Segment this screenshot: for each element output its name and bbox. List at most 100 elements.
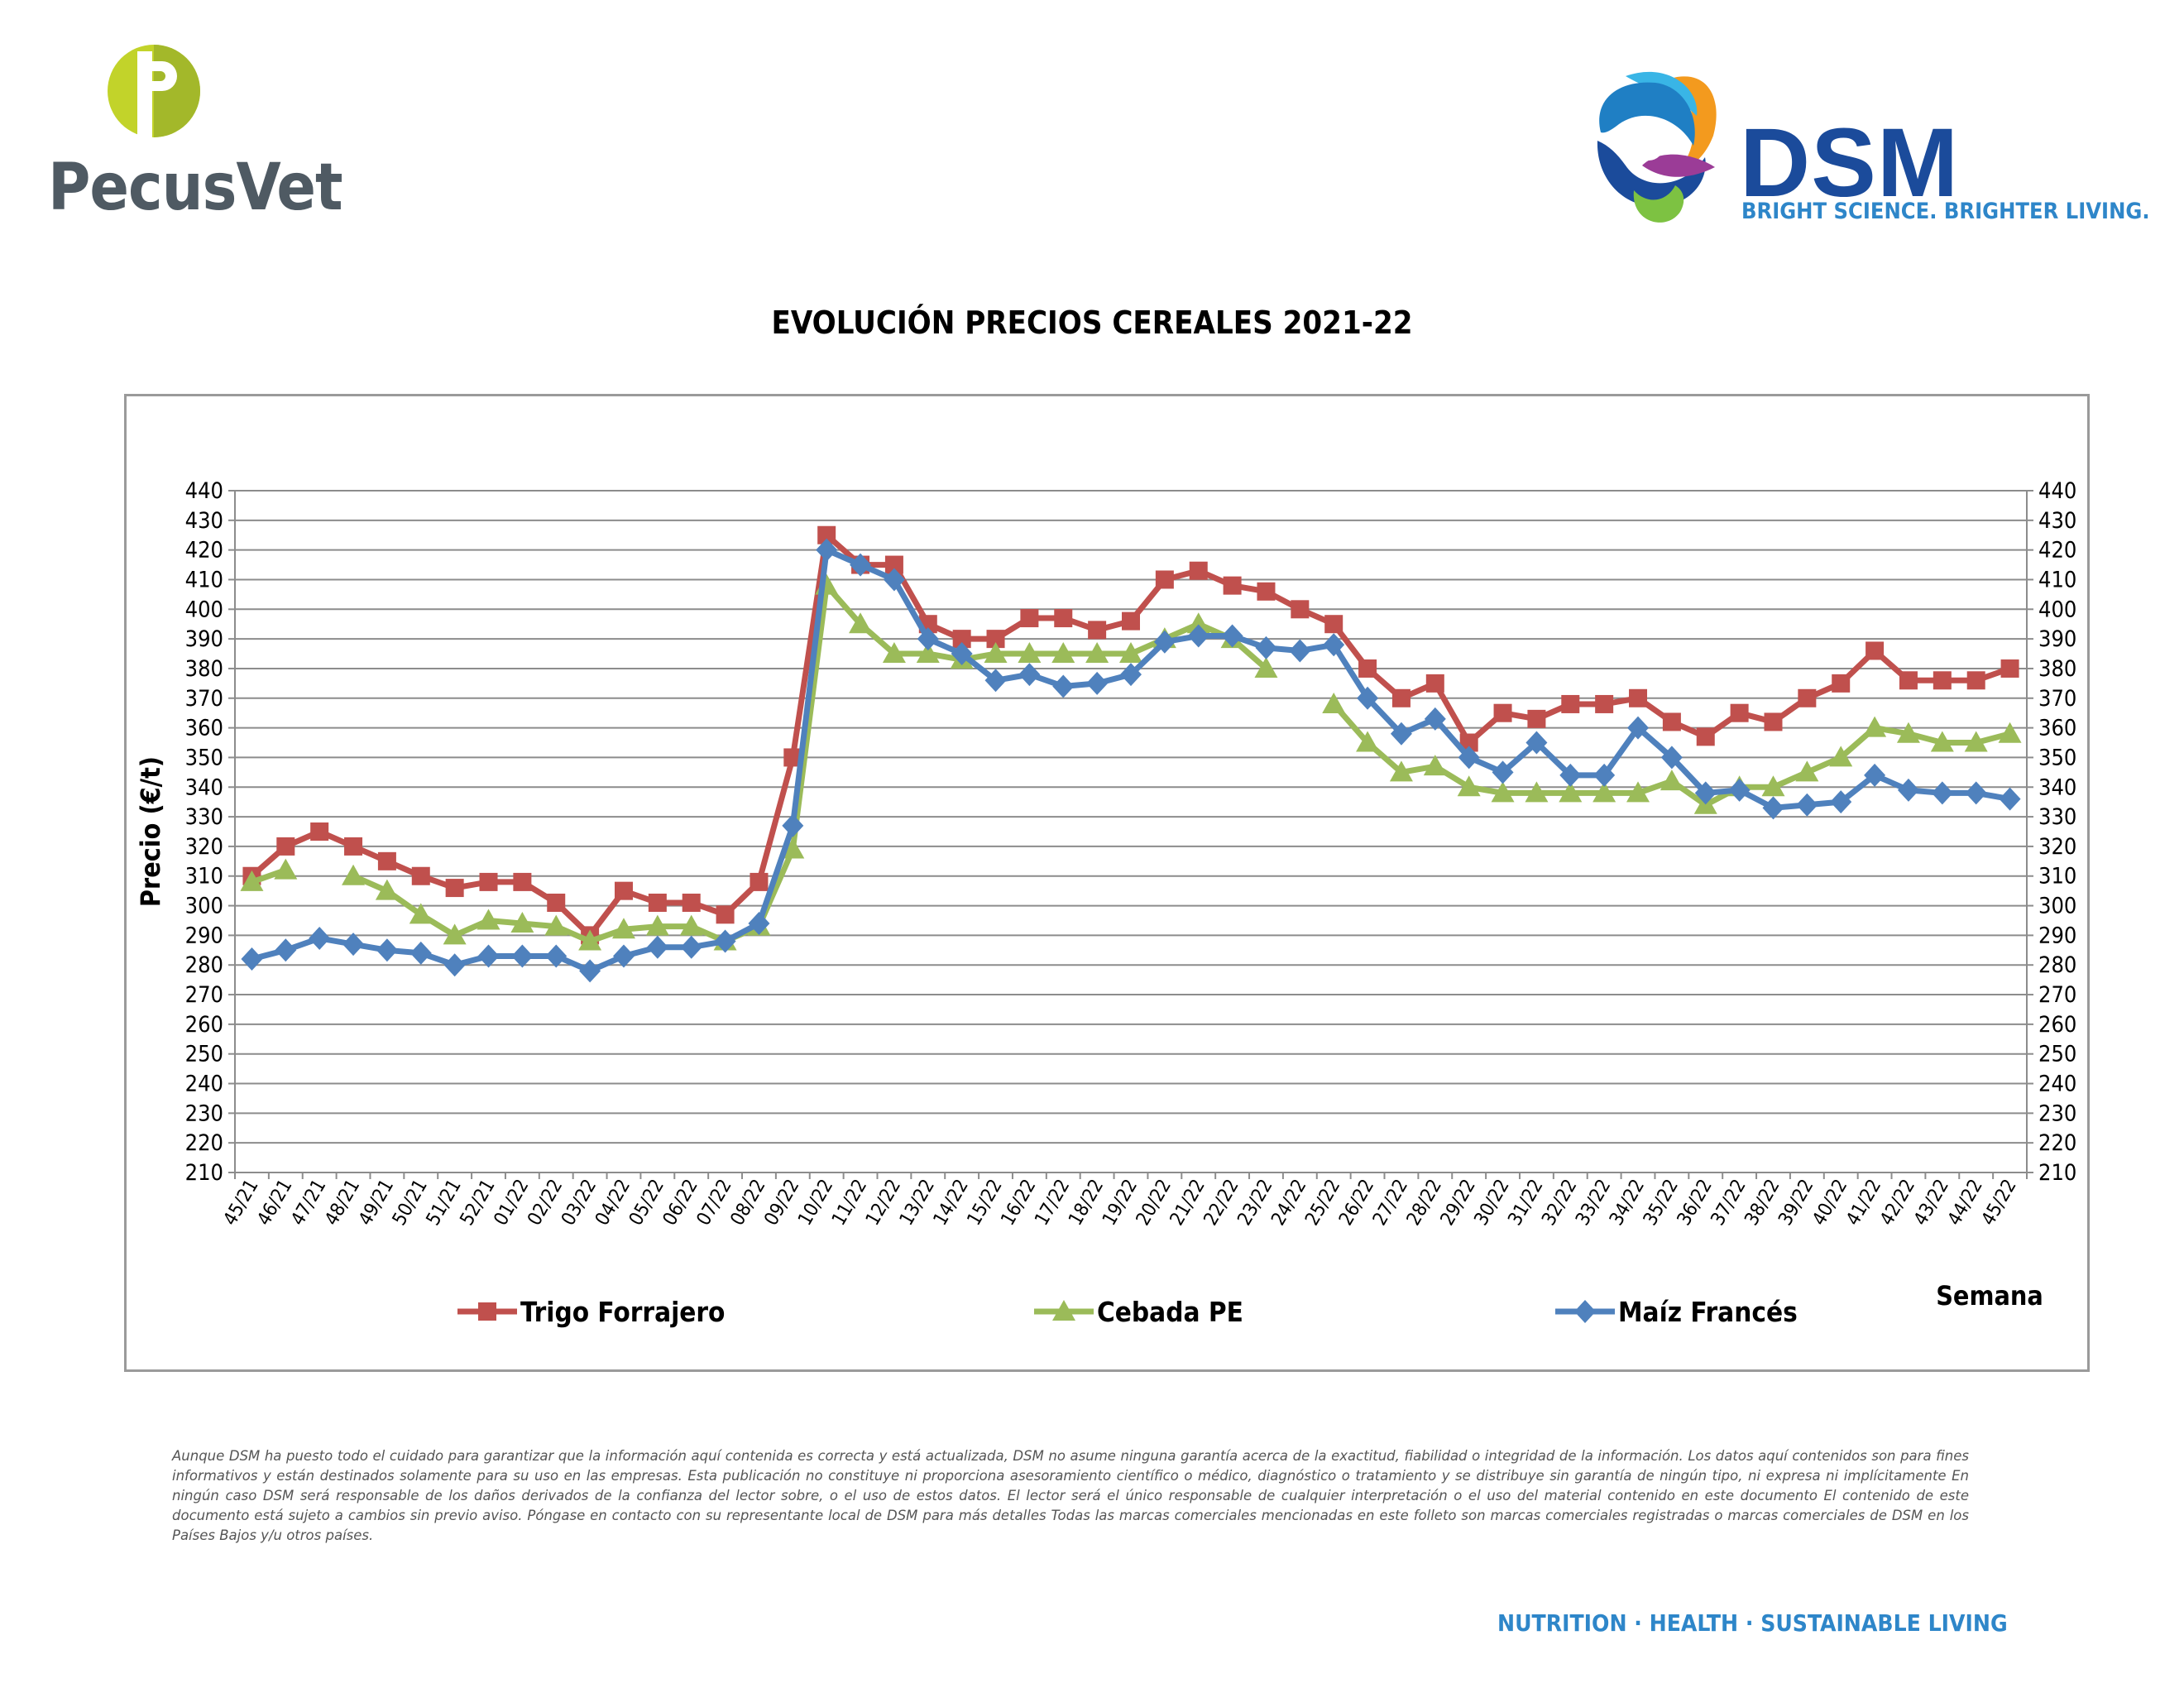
- data-point-trigo-forrajero: [750, 872, 769, 891]
- x-tick-label: 19/22: [1099, 1176, 1142, 1230]
- data-point-cebada-pe: [544, 914, 568, 936]
- data-point-cebada-pe: [1559, 781, 1583, 803]
- data-point-trigo-forrajero: [952, 630, 971, 649]
- x-tick-label: 51/21: [423, 1176, 466, 1230]
- data-point-cebada-pe: [274, 858, 298, 880]
- x-tick-label: 24/22: [1267, 1176, 1310, 1230]
- data-point-cebada-pe: [916, 642, 940, 664]
- y2-tick-label: 370: [2038, 686, 2076, 712]
- x-tick-label: 42/22: [1876, 1176, 1919, 1230]
- data-point-trigo-forrajero: [614, 881, 633, 900]
- dsm-wordmark: DSM: [1740, 108, 1960, 218]
- x-tick-label: 30/22: [1470, 1176, 1513, 1230]
- x-tick-label: 05/22: [625, 1176, 668, 1230]
- y-tick-label: 300: [185, 894, 223, 919]
- x-tick-label: 35/22: [1640, 1176, 1683, 1230]
- x-tick-label: 46/21: [253, 1176, 296, 1230]
- y-tick-label: 400: [185, 597, 223, 622]
- data-point-trigo-forrajero: [1155, 570, 1174, 589]
- data-point-trigo-forrajero: [1358, 659, 1377, 678]
- dsm-tagline: BRIGHT SCIENCE. BRIGHTER LIVING.: [1741, 199, 2150, 224]
- data-point-maiz-frances: [1593, 763, 1616, 787]
- data-point-trigo-forrajero: [648, 893, 667, 912]
- x-tick-label: 48/21: [321, 1176, 364, 1230]
- data-point-cebada-pe: [375, 879, 399, 900]
- data-point-cebada-pe: [1254, 656, 1278, 678]
- data-point-cebada-pe: [1051, 642, 1075, 664]
- y-tick-label: 220: [185, 1130, 223, 1156]
- data-point-maiz-frances: [782, 813, 804, 837]
- data-point-cebada-pe: [1389, 760, 1413, 782]
- data-point-maiz-frances: [1694, 781, 1717, 805]
- data-point-maiz-frances: [545, 944, 568, 968]
- footer-slogan: NUTRITION · HEALTH · SUSTAINABLE LIVING: [1497, 1609, 2008, 1637]
- y-tick-label: 230: [185, 1101, 223, 1126]
- legend-label-cebada-pe: Cebada PE: [1097, 1296, 1243, 1328]
- data-point-maiz-frances: [1897, 778, 1919, 802]
- series-line-cebada-pe: [352, 583, 1268, 945]
- y2-tick-label: 350: [2038, 745, 2076, 770]
- data-point-maiz-frances: [1357, 686, 1379, 710]
- y-tick-label: 420: [185, 538, 223, 563]
- x-tick-label: 18/22: [1065, 1176, 1108, 1230]
- legend-marker-maiz-frances: [1574, 1300, 1596, 1323]
- x-tick-label: 44/22: [1944, 1176, 1987, 1230]
- legend-marker-trigo-forrajero: [478, 1302, 496, 1321]
- y2-tick-label: 280: [2038, 952, 2076, 978]
- data-point-cebada-pe: [1457, 775, 1481, 797]
- x-tick-label: 29/22: [1437, 1176, 1480, 1230]
- data-point-maiz-frances: [1390, 722, 1412, 746]
- data-point-trigo-forrajero: [1425, 674, 1444, 693]
- y-axis-title: Precio (€/t): [135, 756, 166, 907]
- data-point-trigo-forrajero: [1257, 582, 1276, 601]
- y2-tick-label: 210: [2038, 1160, 2076, 1186]
- x-tick-label: 06/22: [659, 1176, 702, 1230]
- data-point-trigo-forrajero: [682, 893, 701, 912]
- data-point-maiz-frances: [1289, 639, 1311, 663]
- y2-tick-label: 310: [2038, 864, 2076, 890]
- x-tick-label: 25/22: [1301, 1176, 1344, 1230]
- data-point-cebada-pe: [781, 837, 805, 859]
- data-point-trigo-forrajero: [1832, 674, 1851, 693]
- data-point-trigo-forrajero: [1291, 600, 1310, 619]
- data-point-maiz-frances: [850, 553, 872, 577]
- x-tick-label: 04/22: [592, 1176, 635, 1230]
- data-point-maiz-frances: [1323, 633, 1345, 657]
- x-tick-label: 02/22: [524, 1176, 567, 1230]
- data-point-cebada-pe: [679, 914, 703, 936]
- data-point-trigo-forrajero: [2000, 659, 2019, 678]
- x-tick-label: 12/22: [862, 1176, 905, 1230]
- y-tick-label: 290: [185, 923, 223, 948]
- data-point-maiz-frances: [1660, 746, 1683, 770]
- data-point-cebada-pe: [645, 914, 669, 936]
- data-point-trigo-forrajero: [1391, 688, 1410, 707]
- data-point-cebada-pe: [611, 918, 635, 939]
- data-point-maiz-frances: [1086, 671, 1109, 695]
- y-tick-label: 250: [185, 1042, 223, 1067]
- legend-label-maiz-frances: Maíz Francés: [1618, 1296, 1798, 1328]
- y-tick-label: 380: [185, 656, 223, 682]
- x-tick-label: 33/22: [1572, 1176, 1615, 1230]
- data-point-cebada-pe: [342, 864, 366, 885]
- data-point-cebada-pe: [578, 929, 602, 951]
- price-line-chart: 210 210 220 220 230 230 240 240 250 250 260 260 270 2…: [135, 478, 2076, 1328]
- x-tick-label: 37/22: [1707, 1176, 1750, 1230]
- data-point-cebada-pe: [1322, 692, 1346, 713]
- y2-tick-label: 400: [2038, 597, 2076, 622]
- data-point-trigo-forrajero: [884, 555, 903, 574]
- y-tick-label: 360: [185, 716, 223, 741]
- x-tick-label: 32/22: [1538, 1176, 1581, 1230]
- data-point-cebada-pe: [477, 909, 500, 930]
- x-tick-label: 50/21: [389, 1176, 432, 1230]
- y-tick-label: 260: [185, 1012, 223, 1038]
- data-point-trigo-forrajero: [1866, 641, 1885, 660]
- x-tick-label: 28/22: [1403, 1176, 1446, 1230]
- data-point-trigo-forrajero: [377, 851, 396, 870]
- data-point-trigo-forrajero: [1088, 621, 1107, 640]
- data-point-trigo-forrajero: [1459, 733, 1478, 752]
- x-tick-label: 11/22: [828, 1176, 871, 1230]
- data-point-maiz-frances: [1052, 674, 1075, 698]
- data-point-maiz-frances: [443, 953, 466, 977]
- data-point-trigo-forrajero: [1966, 671, 1985, 690]
- y2-tick-label: 230: [2038, 1101, 2076, 1126]
